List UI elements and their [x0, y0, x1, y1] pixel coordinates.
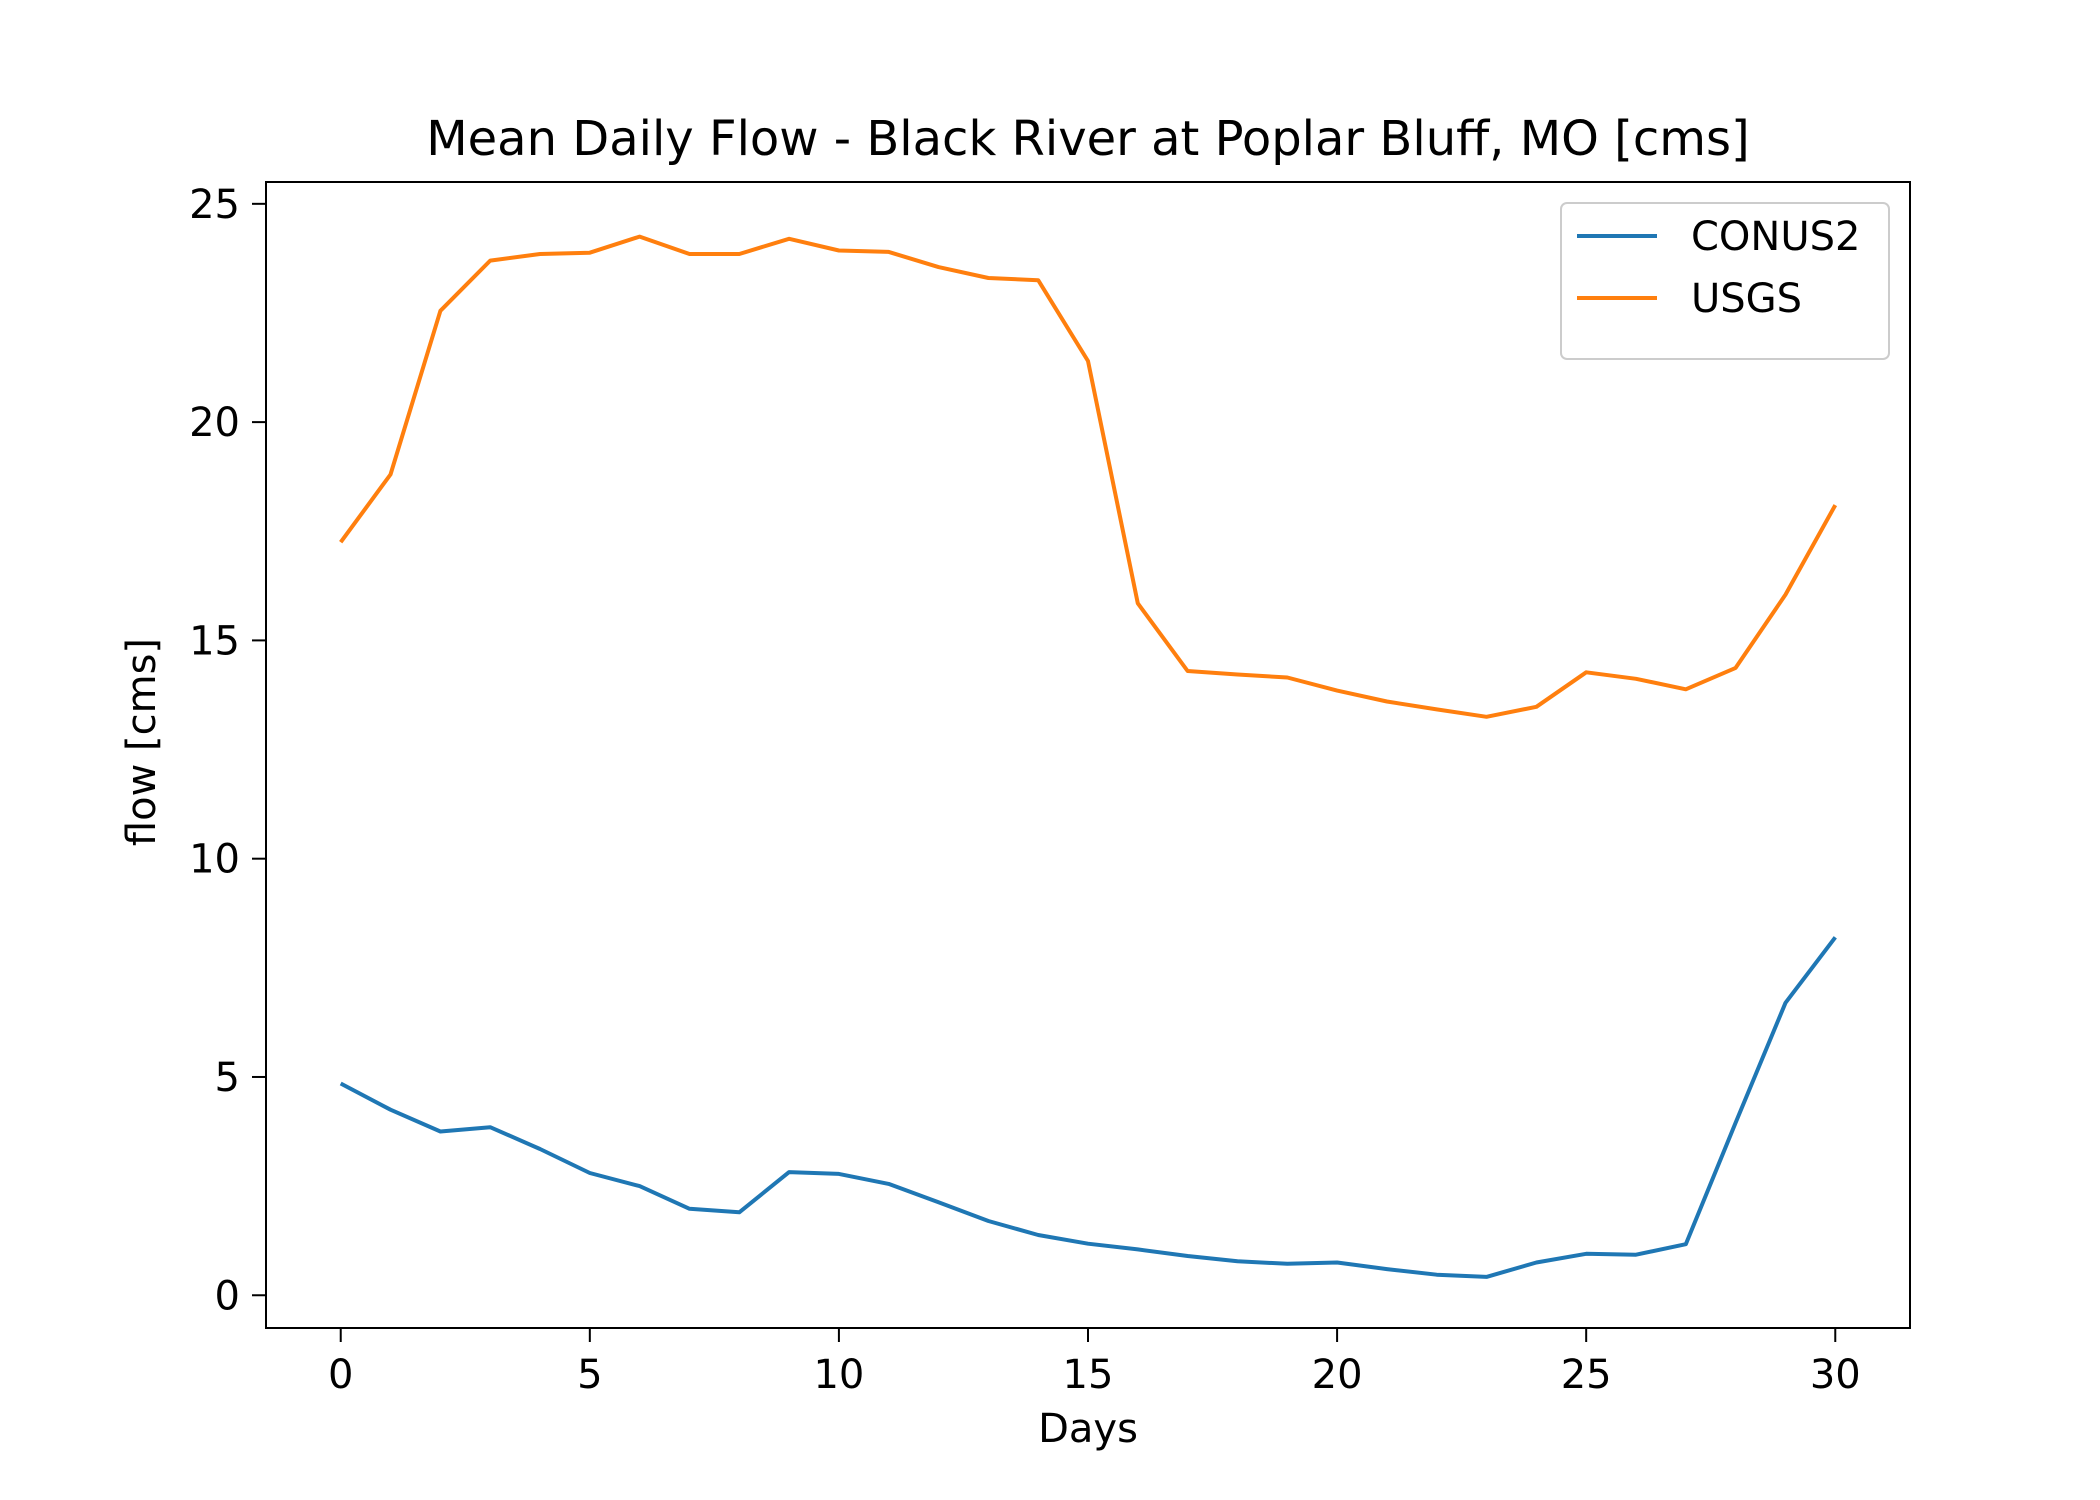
y-tick-label: 0 — [215, 1273, 240, 1319]
plot-frame — [265, 181, 1911, 1329]
series-line-usgs — [339, 234, 1838, 719]
plot-area: 0 5 10 15 20 25 30 0 5 10 15 20 25 — [189, 181, 1911, 1398]
legend-label-conus2: CONUS2 — [1691, 214, 1860, 260]
x-axis-label: Days — [1038, 1406, 1138, 1452]
x-tick-label: 0 — [328, 1352, 353, 1398]
x-tick-label: 15 — [1063, 1352, 1114, 1398]
y-tick-label: 15 — [189, 618, 240, 664]
chart-title: Mean Daily Flow - Black River at Poplar … — [426, 111, 1750, 167]
y-tick-label: 20 — [189, 400, 240, 446]
legend-box — [1560, 202, 1890, 360]
series-line-conus2 — [339, 936, 1837, 1279]
x-tick-label: 30 — [1810, 1352, 1861, 1398]
legend: CONUS2 USGS — [1560, 202, 1890, 360]
x-tick-label: 20 — [1312, 1352, 1363, 1398]
legend-label-usgs: USGS — [1691, 276, 1802, 322]
y-axis-label: flow [cms] — [119, 638, 165, 846]
y-tick-label: 10 — [189, 837, 240, 883]
y-tick-label: 5 — [215, 1055, 240, 1101]
x-tick-label: 5 — [577, 1352, 602, 1398]
x-tick-label: 25 — [1561, 1352, 1612, 1398]
x-tick-label: 10 — [813, 1352, 864, 1398]
y-tick-label: 25 — [189, 182, 240, 228]
